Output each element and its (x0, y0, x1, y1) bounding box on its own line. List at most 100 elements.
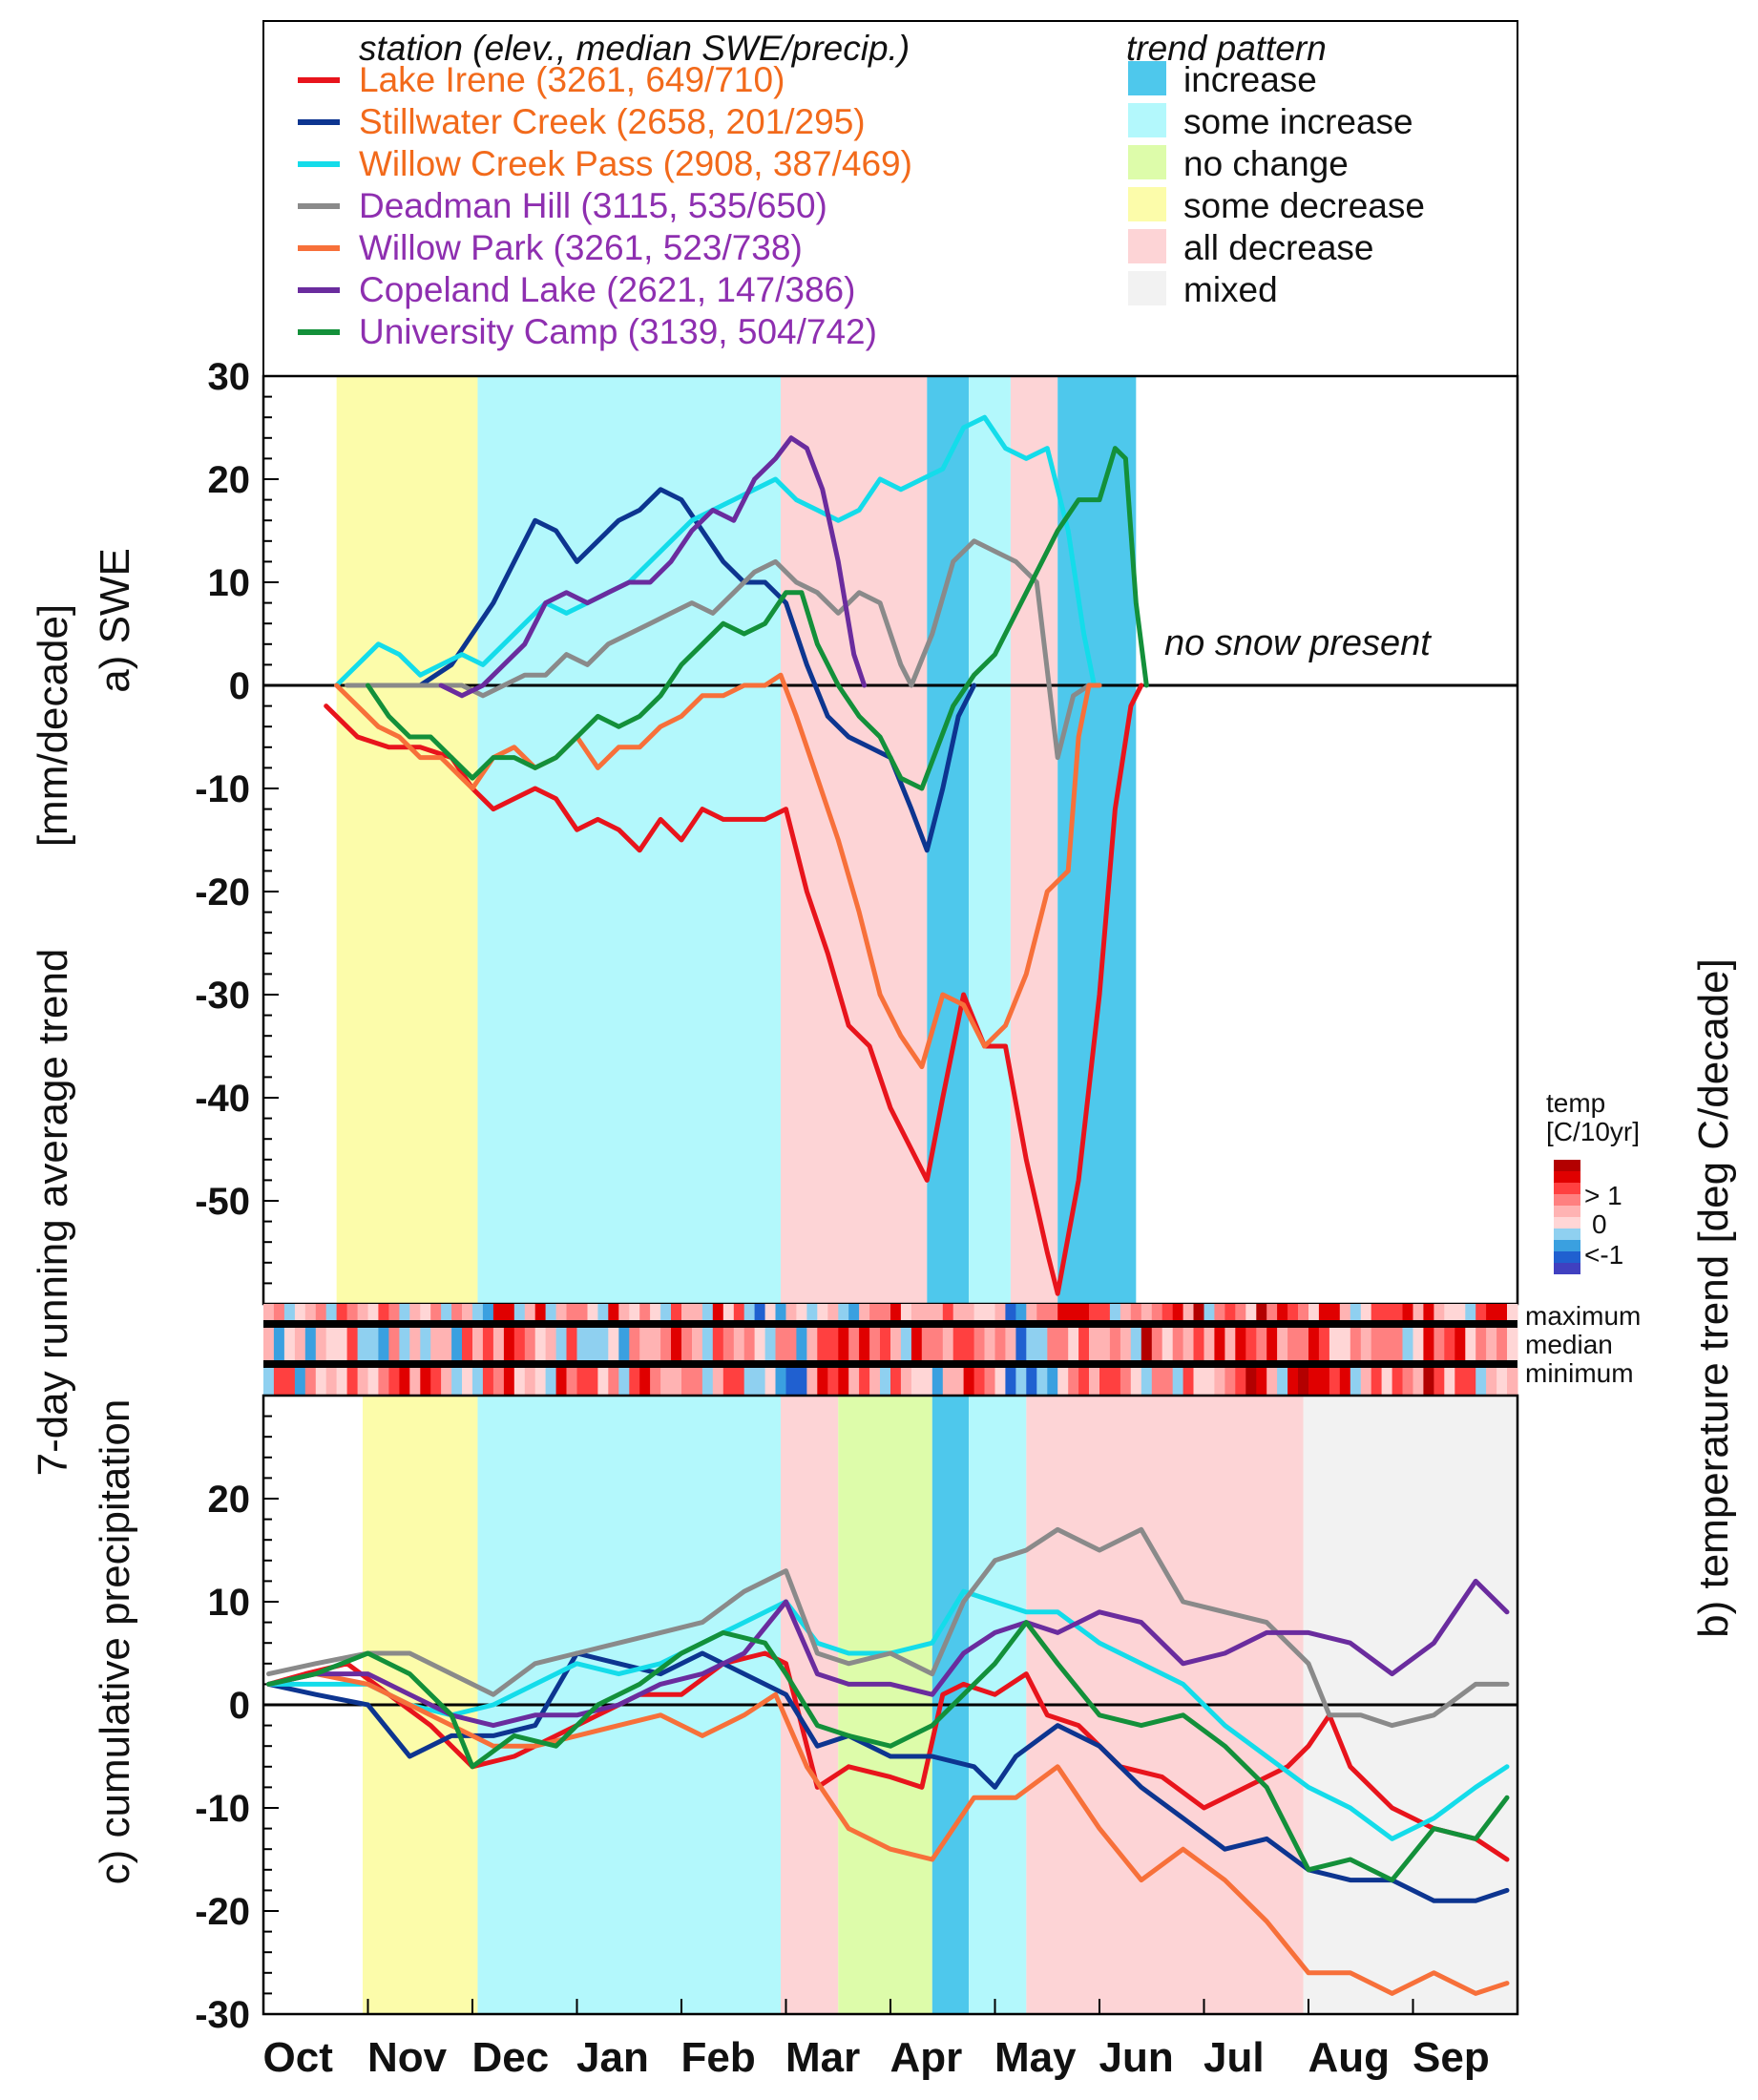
heatmap-cell (629, 1368, 640, 1396)
heatmap-cell (775, 1304, 786, 1320)
panel-a-series-5 (438, 435, 868, 699)
heatmap-cell (1057, 1328, 1069, 1360)
legend-swatch-0 (1128, 61, 1166, 95)
heatmap-cell (608, 1368, 619, 1396)
heatmap-cell (1507, 1304, 1518, 1320)
heatmap-cell (294, 1368, 306, 1396)
panel-c-ytick-label-1: 10 (208, 1582, 251, 1624)
heatmap-cell (492, 1304, 505, 1320)
panel-c-series-3 (266, 1526, 1510, 1729)
heatmap-cell (283, 1328, 296, 1360)
heatmap-cell (973, 1304, 986, 1320)
heatmap-cell (597, 1304, 609, 1320)
colorbar-label-high: > 1 (1584, 1181, 1622, 1210)
heatmap-cell (451, 1328, 463, 1360)
heatmap-cell (1130, 1304, 1142, 1320)
heatmap-cell (639, 1304, 651, 1320)
heatmap-cell (513, 1368, 526, 1396)
heatmap-cell (430, 1368, 442, 1396)
heatmap-cell (984, 1328, 995, 1360)
heatmap-cell (545, 1328, 557, 1360)
heatmap-cell (660, 1304, 672, 1320)
heatmap-cell (1005, 1304, 1016, 1320)
heatmap-cell (984, 1304, 995, 1320)
heatmap-cell (900, 1328, 912, 1360)
heatmap-cell (357, 1304, 369, 1320)
heatmap-cell (336, 1328, 348, 1360)
heatmap-cell (1308, 1328, 1320, 1360)
heatmap-cell (1434, 1328, 1445, 1360)
heatmap-cell (743, 1328, 756, 1360)
heatmap-cell (534, 1304, 547, 1320)
heatmap-cell (1089, 1368, 1100, 1396)
no-snow-annotation: no snow present (1164, 623, 1432, 663)
heatmap-cell (618, 1368, 630, 1396)
colorbar-title-line1: temp (1546, 1088, 1605, 1118)
heatmap-cell (1172, 1368, 1184, 1396)
heatmap-cell (1266, 1328, 1278, 1360)
heatmap-cell (1120, 1304, 1132, 1320)
panel-a-ytick-label-2: 10 (208, 562, 251, 604)
heatmap-cell (1068, 1328, 1079, 1360)
heatmap-cell (503, 1368, 515, 1396)
heatmap-cell (482, 1328, 494, 1360)
heatmap-cell (1068, 1304, 1079, 1320)
heatmap-cell (639, 1368, 651, 1396)
panel-a-band-4 (969, 376, 1011, 1304)
month-axis-labels: Oct Nov Dec Jan Feb Mar Apr May Jun Jul Aug Sep (263, 1999, 1490, 2081)
heatmap-cell (346, 1328, 359, 1360)
heatmap-cell (325, 1368, 338, 1396)
heatmap-row-minimum: minimum (1525, 1358, 1634, 1388)
colorbar-swatch-9 (1554, 1263, 1580, 1274)
heatmap-cell (409, 1328, 421, 1360)
heatmap-cell (618, 1304, 630, 1320)
heatmap-cell (712, 1368, 724, 1396)
heatmap-cell (1329, 1304, 1341, 1320)
heatmap-cell (1015, 1328, 1027, 1360)
heatmap-cell (671, 1304, 682, 1320)
legend-station-label-0: Lake Irene (3261, 649/710) (359, 60, 785, 99)
panel-c-series (266, 1526, 1510, 1996)
heatmap-cell (608, 1304, 619, 1320)
heatmap-cell (587, 1328, 598, 1360)
heatmap-cell (1162, 1368, 1174, 1396)
heatmap-cell (650, 1368, 661, 1396)
heatmap-cell (1381, 1304, 1393, 1320)
heatmap-cell (399, 1328, 410, 1360)
heatmap-cell (1078, 1328, 1090, 1360)
heatmap-cell (1444, 1368, 1455, 1396)
heatmap-cell (555, 1368, 568, 1396)
heatmap-cell (931, 1304, 944, 1320)
heatmap-cell (1475, 1328, 1487, 1360)
heatmap-cell (910, 1304, 923, 1320)
heatmap-cell (1392, 1368, 1404, 1396)
heatmap-cell (910, 1368, 923, 1396)
panel-b-temperature-heatmap: maximum median minimum (263, 1301, 1641, 1396)
heatmap-cell (608, 1328, 619, 1360)
heatmap-cell (399, 1304, 410, 1320)
heatmap-cell (304, 1328, 317, 1360)
heatmap-cell (1392, 1304, 1404, 1320)
heatmap-cell (754, 1328, 766, 1360)
heatmap-cell (1130, 1368, 1142, 1396)
heatmap-cell (963, 1328, 975, 1360)
heatmap-cell (733, 1368, 745, 1396)
heatmap-cell (1193, 1328, 1204, 1360)
heatmap-cell (1350, 1368, 1362, 1396)
heatmap-cell (650, 1328, 661, 1360)
panel-a-series-4 (334, 672, 1102, 1070)
heatmap-cell (692, 1368, 703, 1396)
legend-station-label-1: Stillwater Creek (2658, 201/295) (359, 102, 866, 141)
heatmap-cell (994, 1304, 1006, 1320)
heatmap-cell (629, 1328, 640, 1360)
heatmap-cell (597, 1328, 609, 1360)
heatmap-cell (1068, 1368, 1079, 1396)
heatmap-cell (754, 1304, 766, 1320)
legend-box (262, 20, 1518, 377)
heatmap-cell (1182, 1304, 1195, 1320)
panel-a-series-0 (324, 682, 1144, 1296)
heatmap-cell (1182, 1328, 1195, 1360)
heatmap-cell (534, 1368, 547, 1396)
heatmap-cell (671, 1328, 682, 1360)
heatmap-cell (890, 1328, 902, 1360)
